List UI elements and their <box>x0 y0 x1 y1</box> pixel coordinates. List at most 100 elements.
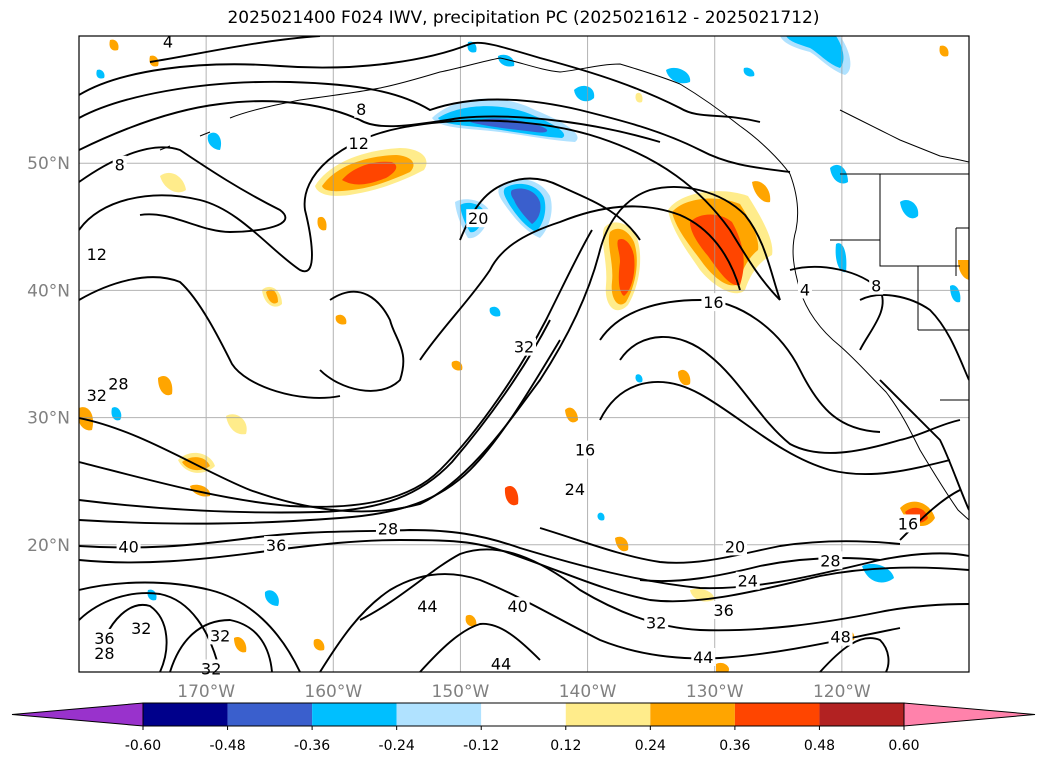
contour-label-14: 28 <box>378 520 398 539</box>
lon-label-4: 130°W <box>686 682 744 702</box>
colorbar-over-arrow <box>903 702 1036 727</box>
colorbar-tick-7: 0.36 <box>719 738 750 754</box>
contour-label-bg-10 <box>106 374 131 393</box>
contour-label-18: 28 <box>820 551 840 570</box>
lat-label-2: 30°N <box>27 409 70 429</box>
colorbar-tick-0: -0.60 <box>125 738 161 754</box>
contour-label-7: 4 <box>800 280 810 299</box>
contour-label-19: 24 <box>738 572 758 591</box>
contour-label-10: 28 <box>108 375 128 394</box>
contour-label-bg-21 <box>505 597 530 616</box>
colorbar-tick-1: -0.48 <box>209 738 245 754</box>
contour-label-27: 32 <box>210 626 230 645</box>
contour-label-13: 24 <box>565 480 585 499</box>
lon-label-0: 170°W <box>177 682 235 702</box>
colorbar-tick-5: 0.12 <box>550 738 581 754</box>
map-frame <box>78 35 970 673</box>
colorbar-bin-1 <box>227 703 313 726</box>
contour-label-bg-22 <box>711 600 736 619</box>
contour-label-bg-16 <box>116 537 141 556</box>
lat-label-0: 50°N <box>27 154 70 174</box>
contour-label-bg-1 <box>354 99 369 118</box>
colorbar-bin-7 <box>734 703 820 726</box>
colorbar-bin-5 <box>565 703 651 726</box>
contour-label-bg-18 <box>818 551 843 570</box>
colorbar: -0.60 -0.48 -0.36 -0.24 -0.12 0.12 0.24 0.36 0.4… <box>11 702 1036 754</box>
contour-label-30: 44 <box>693 648 713 667</box>
contour-label-bg-13 <box>562 480 587 499</box>
colorbar-tick-3: -0.24 <box>379 738 415 754</box>
contour-label-23: 32 <box>646 614 666 633</box>
lat-label-1: 40°N <box>27 281 70 301</box>
contour-label-bg-15 <box>264 536 289 555</box>
contour-label-32: 32 <box>201 659 221 678</box>
contour-label-bg-29 <box>828 627 853 646</box>
colorbar-bin-3 <box>396 703 482 726</box>
lon-label-3: 140°W <box>559 682 617 702</box>
contour-label-bg-24 <box>895 514 920 533</box>
colorbar-bin-8 <box>819 703 904 726</box>
contour-label-2: 12 <box>349 134 369 153</box>
colorbar-tick-8: 0.48 <box>804 738 835 754</box>
latitude-labels: 50°N 40°N 30°N 20°N <box>27 154 70 556</box>
contour-label-26: 32 <box>131 619 151 638</box>
contour-label-9: 32 <box>514 338 534 357</box>
lon-label-2: 150°W <box>432 682 490 702</box>
contour-label-25: 36 <box>94 629 114 648</box>
contour-label-bg-7 <box>797 280 812 299</box>
contour-label-bg-12 <box>573 440 598 459</box>
contour-label-bg-19 <box>735 571 760 590</box>
lon-label-5: 120°W <box>813 682 871 702</box>
iwv-contours <box>79 36 969 672</box>
contour-label-bg-6 <box>701 293 726 312</box>
contour-label-bg-14 <box>375 519 400 538</box>
contour-label-bg-2 <box>346 134 371 153</box>
contour-label-bg-3 <box>112 155 127 174</box>
colorbar-tick-6: 0.24 <box>635 738 666 754</box>
contour-label-5: 20 <box>468 209 488 228</box>
contour-label-8: 8 <box>871 277 881 296</box>
contour-label-bg-4 <box>84 244 109 263</box>
lat-label-3: 20°N <box>27 536 70 556</box>
map-title: 2025021400 F024 IWV, precipitation PC (2… <box>227 8 820 28</box>
contour-label-bg-32 <box>199 659 224 678</box>
contour-label-bg-25 <box>92 628 117 647</box>
contour-label-bg-17 <box>723 537 748 556</box>
contour-label-bg-11 <box>84 385 109 404</box>
contour-label-29: 48 <box>830 628 850 647</box>
graticule <box>79 36 969 672</box>
contour-label-bg-31 <box>489 654 514 673</box>
contour-label-1: 8 <box>356 100 366 119</box>
colorbar-tick-2: -0.36 <box>294 738 330 754</box>
contour-label-20: 44 <box>417 597 437 616</box>
coastlines <box>159 57 969 521</box>
contour-label-bg-28 <box>92 644 117 663</box>
colorbar-frame <box>142 702 905 727</box>
colorbar-bin-0 <box>143 703 228 726</box>
contour-label-12: 16 <box>575 441 595 460</box>
contour-label-11: 32 <box>87 386 107 405</box>
colorbar-bin-2 <box>312 703 397 726</box>
contour-label-bg-26 <box>129 618 154 637</box>
contour-label-0: 4 <box>163 32 173 51</box>
contour-label-bg-8 <box>869 276 884 295</box>
colorbar-under-arrow <box>11 702 144 727</box>
contour-label-bg-9 <box>512 337 536 356</box>
contour-label-31: 44 <box>491 654 511 673</box>
longitude-labels: 170°W 160°W 150°W 140°W 130°W 120°W <box>177 682 871 702</box>
contour-label-bg-23 <box>644 613 669 632</box>
colorbar-bin-6 <box>650 703 735 726</box>
colorbar-bin-4 <box>481 703 566 726</box>
contour-label-15: 36 <box>266 536 286 555</box>
contour-label-17: 20 <box>725 537 745 556</box>
contour-label-4: 12 <box>87 245 107 264</box>
contour-label-bg-30 <box>691 648 716 667</box>
contour-label-bg-0 <box>161 32 175 51</box>
contour-label-bg-5 <box>466 209 491 228</box>
contour-label-6: 16 <box>703 293 723 312</box>
contour-label-24: 16 <box>898 514 918 533</box>
colorbar-tick-9: 0.60 <box>888 738 919 754</box>
contour-label-21: 40 <box>507 597 527 616</box>
